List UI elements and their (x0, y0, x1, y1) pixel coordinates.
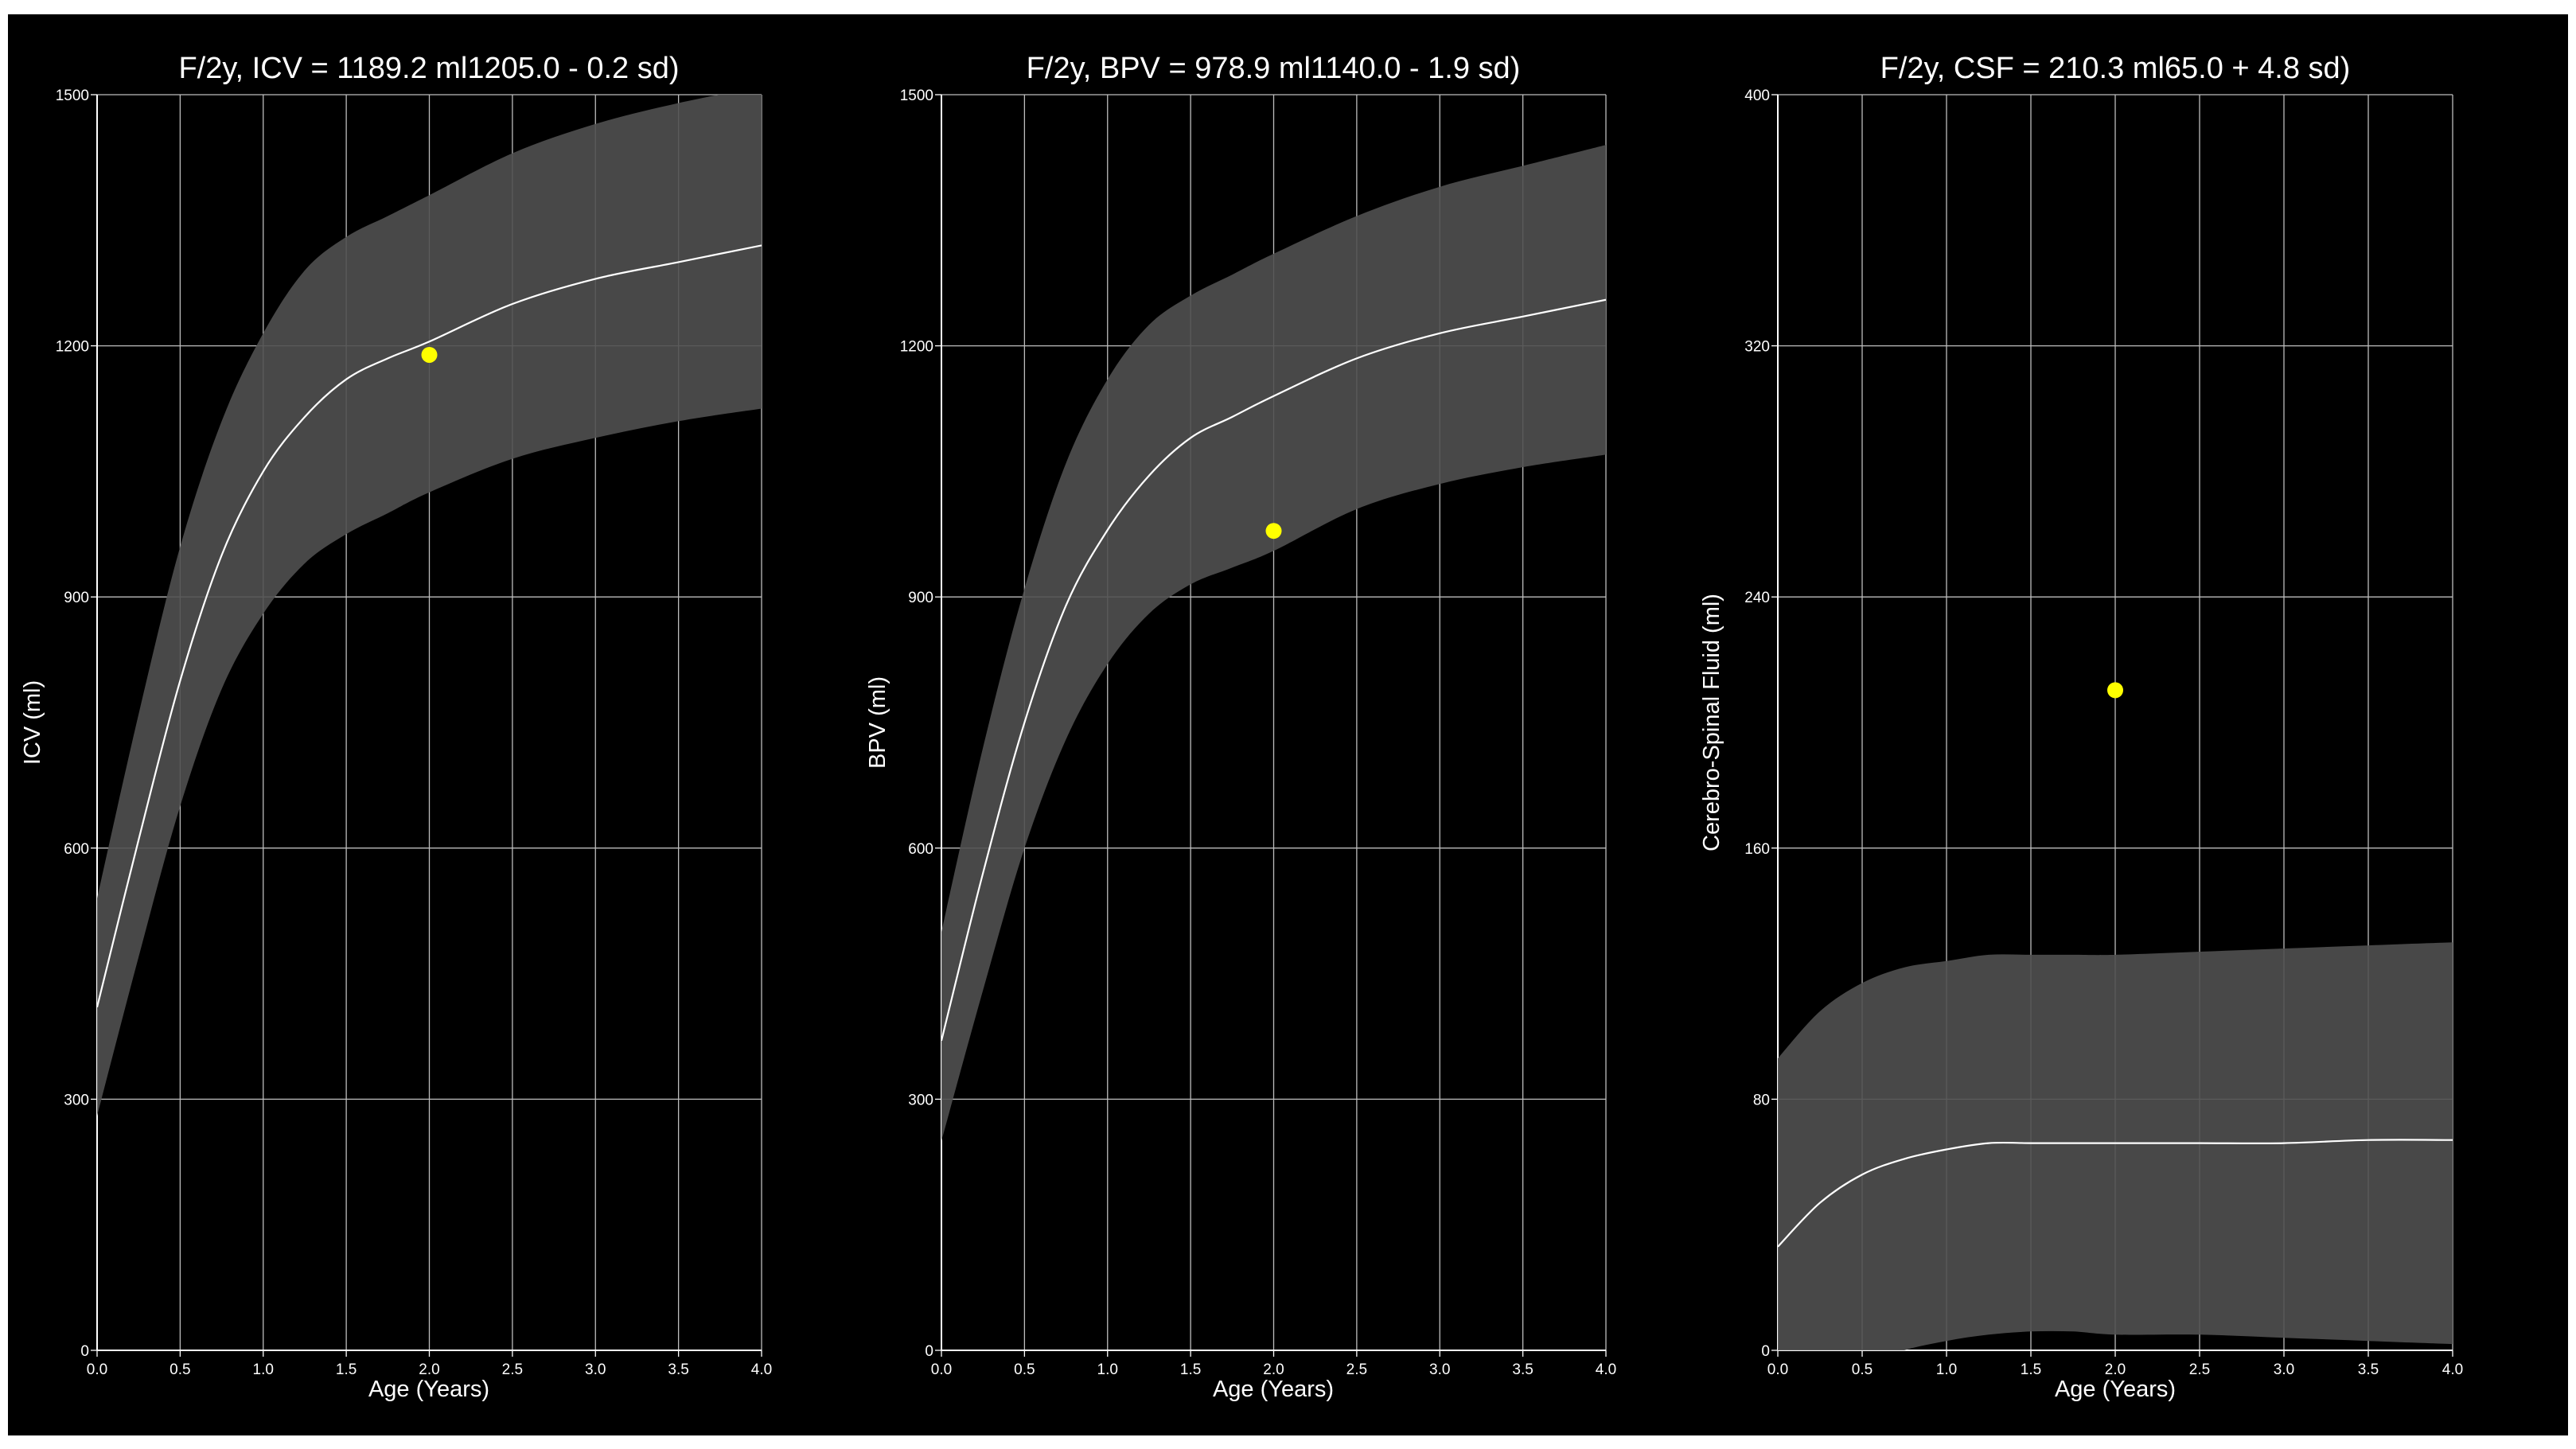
x-tick-label: 1.0 (1936, 1361, 1957, 1378)
x-axis-label: Age (Years) (1213, 1377, 1334, 1402)
chart-panel-icv: 0.0 0.5 1.0 1.5 2.0 2.5 3.0 3.5 4.0 0 300 600 900 12… (20, 52, 772, 1402)
chart-title: F/2y, ICV = 1189.2 ml1205.0 - 0.2 sd) (178, 52, 679, 85)
y-axis-label: BPV (ml) (865, 676, 890, 769)
y-tick-label: 80 (1753, 1092, 1770, 1108)
y-tick-label: 160 (1744, 841, 1770, 858)
x-tick-label: 2.5 (502, 1361, 523, 1378)
x-tick-label: 0.0 (1767, 1361, 1788, 1378)
sd-band-layer (97, 95, 762, 1116)
growth-charts: 0.0 0.5 1.0 1.5 2.0 2.5 3.0 3.5 4.0 0 300 600 900 12… (20, 52, 2463, 1402)
sd-band-layer (1778, 942, 2453, 1350)
y-tick-label: 1500 (56, 88, 89, 104)
chart-panel-bpv: 0.0 0.5 1.0 1.5 2.0 2.5 3.0 3.5 4.0 0 300 600 900 12… (865, 52, 1616, 1402)
y-tick-label: 320 (1744, 339, 1770, 356)
y-tick-label: 300 (64, 1092, 89, 1108)
x-tick-label: 0.5 (170, 1361, 190, 1378)
x-tick-label: 4.0 (751, 1361, 772, 1378)
x-tick-label: 3.0 (1429, 1361, 1450, 1378)
chart-title: F/2y, BPV = 978.9 ml1140.0 - 1.9 sd) (1027, 52, 1521, 85)
sd-band (97, 95, 762, 1116)
x-tick-label: 0.0 (87, 1361, 107, 1378)
patient-point (2107, 682, 2123, 699)
y-axis-label: ICV (ml) (20, 680, 45, 765)
x-tick-label: 2.5 (1346, 1361, 1367, 1378)
x-tick-labels: 0.0 0.5 1.0 1.5 2.0 2.5 3.0 3.5 4.0 (87, 1361, 772, 1378)
x-tick-label: 2.0 (419, 1361, 439, 1378)
mean-line-layer (97, 244, 762, 1007)
x-tick-label: 3.0 (2274, 1361, 2294, 1378)
x-tick-label: 4.0 (1596, 1361, 1616, 1378)
x-tick-labels: 0.0 0.5 1.0 1.5 2.0 2.5 3.0 3.5 4.0 (1767, 1361, 2463, 1378)
chart-panel-csf: 0.0 0.5 1.0 1.5 2.0 2.5 3.0 3.5 4.0 0 80 160 240 320… (1699, 52, 2463, 1402)
x-tick-label: 1.5 (336, 1361, 357, 1378)
y-tick-labels: 0 300 600 900 1200 1500 (900, 88, 933, 1360)
patient-point-layer (421, 346, 438, 363)
x-tick-label: 3.5 (668, 1361, 688, 1378)
chart-title: F/2y, CSF = 210.3 ml65.0 + 4.8 sd) (1880, 52, 2351, 85)
patient-point-layer (2107, 682, 2123, 699)
patient-point-layer (1265, 523, 1282, 539)
x-axis-label: Age (Years) (368, 1377, 489, 1402)
y-tick-label: 900 (64, 590, 89, 606)
y-tick-label: 1200 (56, 339, 89, 356)
mean-line-layer (1778, 1139, 2453, 1248)
x-tick-label: 1.5 (2021, 1361, 2041, 1378)
x-axis-label: Age (Years) (2055, 1377, 2176, 1402)
y-tick-label: 900 (908, 590, 933, 606)
x-tick-label: 0.5 (1852, 1361, 1873, 1378)
x-tick-label: 2.0 (1263, 1361, 1284, 1378)
y-tick-label: 1500 (900, 88, 933, 104)
sd-band (941, 145, 1606, 1142)
y-tick-label: 240 (1744, 590, 1770, 606)
patient-point (421, 346, 438, 363)
y-tick-label: 0 (925, 1343, 933, 1360)
y-tick-label: 600 (908, 841, 933, 858)
x-tick-label: 1.0 (253, 1361, 274, 1378)
mean-line-layer (941, 298, 1606, 1042)
sd-band (1778, 942, 2453, 1350)
patient-point (1265, 523, 1282, 539)
x-tick-label: 1.5 (1180, 1361, 1201, 1378)
x-tick-labels: 0.0 0.5 1.0 1.5 2.0 2.5 3.0 3.5 4.0 (931, 1361, 1616, 1378)
x-tick-label: 0.0 (931, 1361, 952, 1378)
sd-band-layer (941, 145, 1606, 1142)
y-tick-label: 0 (1761, 1343, 1770, 1360)
x-tick-label: 1.0 (1097, 1361, 1118, 1378)
y-tick-label: 600 (64, 841, 89, 858)
y-tick-labels: 0 80 160 240 320 400 (1744, 88, 1770, 1360)
mean-line (97, 244, 762, 1007)
y-tick-label: 400 (1744, 88, 1770, 104)
x-tick-label: 4.0 (2442, 1361, 2463, 1378)
y-tick-label: 1200 (900, 339, 933, 356)
x-tick-label: 3.0 (585, 1361, 606, 1378)
y-tick-label: 0 (80, 1343, 89, 1360)
y-axis-label: Cerebro-Spinal Fluid (ml) (1699, 594, 1724, 851)
mean-line (941, 298, 1606, 1042)
x-tick-label: 2.0 (2105, 1361, 2126, 1378)
chart-canvas: 0.0 0.5 1.0 1.5 2.0 2.5 3.0 3.5 4.0 0 300 600 900 12… (8, 14, 2568, 1435)
x-tick-label: 3.5 (1512, 1361, 1533, 1378)
x-tick-label: 3.5 (2358, 1361, 2379, 1378)
y-tick-label: 300 (908, 1092, 933, 1108)
x-tick-label: 0.5 (1014, 1361, 1035, 1378)
x-tick-label: 2.5 (2189, 1361, 2210, 1378)
mean-line (1778, 1139, 2453, 1248)
y-tick-labels: 0 300 600 900 1200 1500 (56, 88, 89, 1360)
